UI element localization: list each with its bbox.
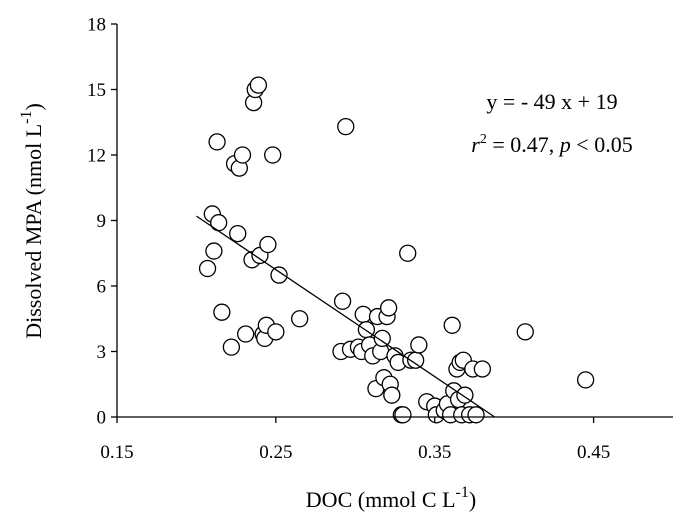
data-point [337,117,355,136]
data-point [354,305,372,324]
y-tick-label: 15 [87,80,106,101]
x-tick-label: 0.45 [577,442,610,463]
data-point [210,214,228,232]
y-tick-label: 6 [97,277,107,298]
data-point [213,303,231,321]
y-tick-label: 12 [87,146,106,167]
data-point [516,323,534,341]
data-points [198,76,595,424]
data-point [291,310,309,328]
y-axis-ticks: 0 3 6 9 12 15 18 [87,15,117,429]
x-tick-label: 0.15 [100,442,133,463]
y-tick-label: 0 [97,408,107,429]
data-point [576,371,595,389]
x-axis-ticks: 0.15 0.25 0.35 0.45 [100,417,610,463]
data-point [473,360,492,378]
x-tick-label: 0.25 [259,442,292,463]
data-point [229,224,247,243]
regression-statistics: r2 = 0.47, p < 0.05 [471,132,632,157]
data-point [205,242,223,260]
regression-line [196,215,496,418]
y-tick-label: 9 [97,211,107,232]
data-point [249,76,268,94]
data-point [394,406,412,424]
data-point [198,259,217,278]
y-tick-label: 18 [87,15,106,36]
y-tick-label: 3 [97,342,107,363]
data-point [208,133,226,151]
x-axis-title: DOC (mmol C L-1) [306,484,476,512]
data-point [237,325,255,343]
data-point [267,323,285,341]
data-point [399,244,417,262]
data-point [270,266,288,284]
regression-line-group [196,215,496,418]
data-point [333,292,352,310]
data-point [233,146,252,164]
x-tick-label: 0.35 [418,442,451,463]
data-point [467,406,485,424]
y-axis-title: Dissolved MPA (nmol L-1) [18,103,46,339]
data-point [383,386,401,404]
data-point [379,299,398,317]
data-point [443,316,461,334]
data-point [373,329,391,348]
data-point [259,235,277,254]
data-point [357,321,376,339]
data-point [222,338,241,356]
data-point [264,146,282,164]
data-point [410,336,428,354]
regression-equation: y = - 49 x + 19 [486,89,617,114]
